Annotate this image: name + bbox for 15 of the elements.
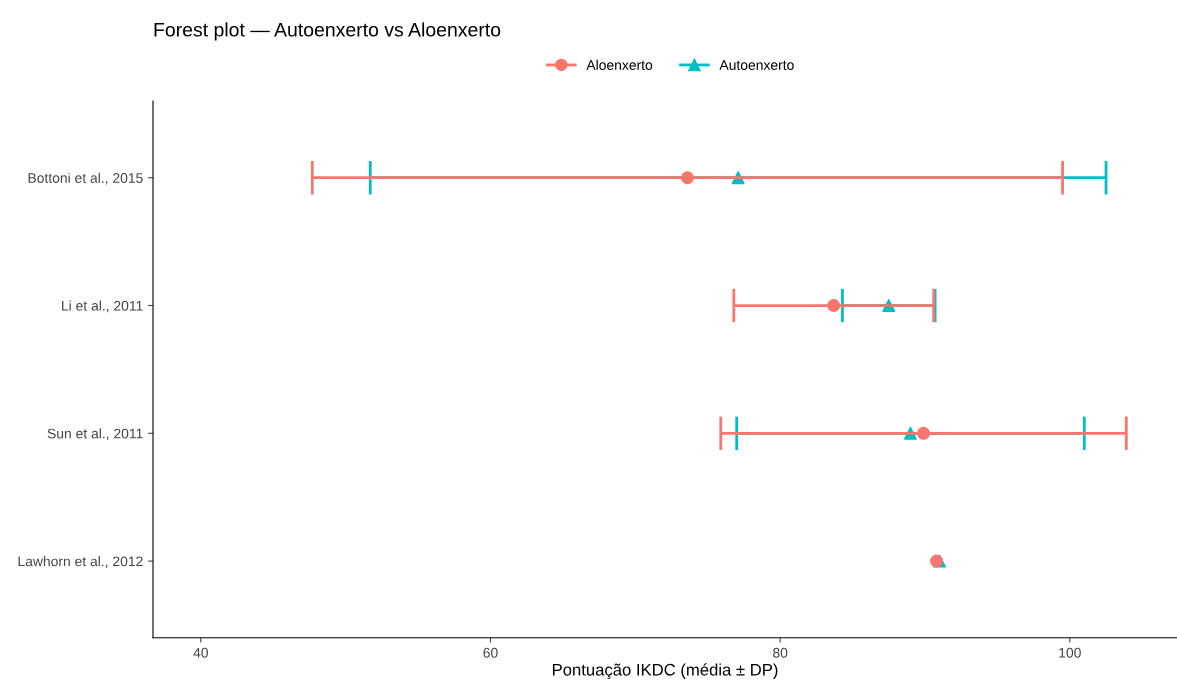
point	[917, 426, 931, 440]
x-tick-label: 60	[483, 647, 498, 658]
y-tick-label: Lawhorn et al., 2012	[18, 556, 143, 568]
legend-label: Aloenxerto	[586, 59, 653, 70]
x-tick-label: 80	[773, 647, 788, 658]
y-tick-label: Bottoni et al., 2015	[28, 172, 143, 185]
x-tick-label: 100	[1059, 647, 1081, 658]
point	[680, 171, 694, 185]
chart-title: Forest plot — Autoenxerto vs Aloenxerto	[154, 22, 501, 41]
x-tick-label: 40	[193, 647, 208, 658]
legend-label: Autoenxerto	[719, 60, 794, 70]
y-tick-label: Sun et al., 2011	[47, 428, 143, 441]
x-axis-title: Pontuação IKDC (média ± DP)	[552, 663, 778, 680]
point	[827, 299, 841, 313]
y-tick-label: Li et al., 2011	[62, 300, 143, 313]
